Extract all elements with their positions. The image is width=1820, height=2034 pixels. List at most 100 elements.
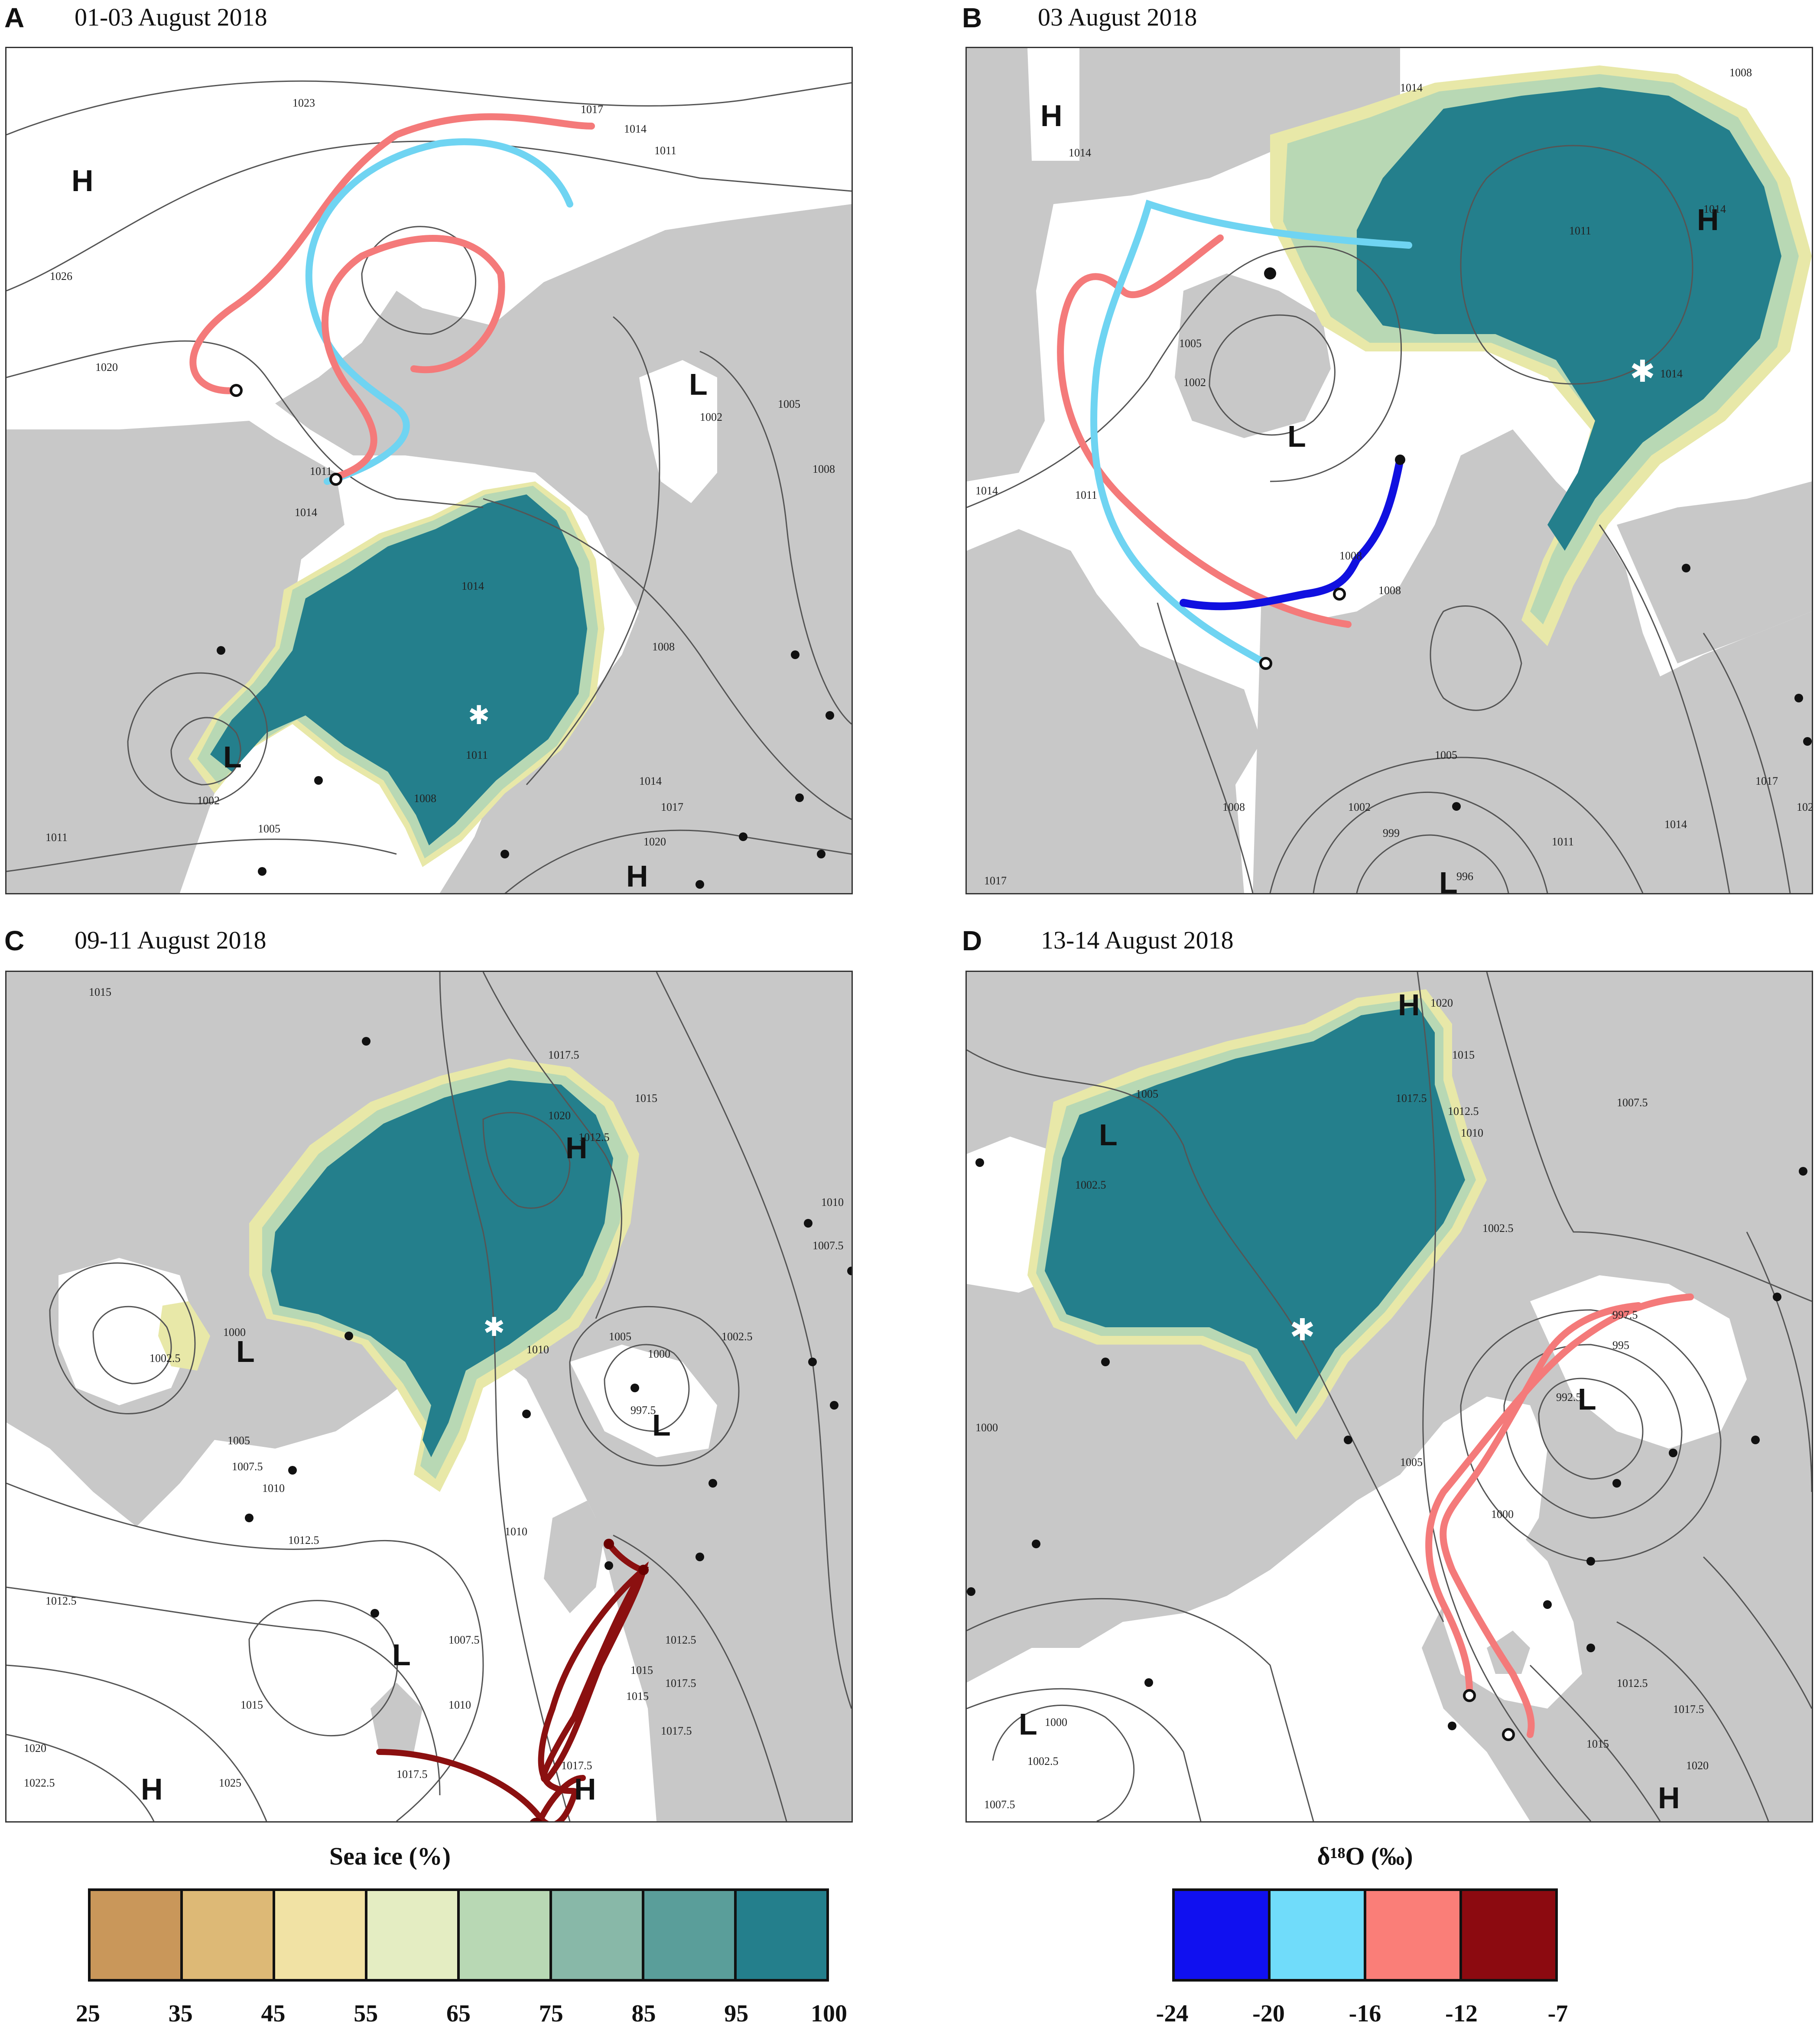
isobar-label: 995 — [1612, 1339, 1629, 1352]
pressure-center-low: L — [1019, 1707, 1037, 1741]
sea-ice-tick-label: 45 — [261, 2000, 286, 2027]
isobar-label: 1005 — [228, 1434, 250, 1447]
isobar-label: 1015 — [89, 986, 111, 998]
isobar-label: 1025 — [219, 1777, 241, 1789]
panel-a: A 01-03 August 2018 — [0, 0, 858, 906]
trajectory-line — [1440, 1302, 1642, 1738]
pressure-center-low: L — [1578, 1382, 1596, 1416]
sea-ice-color-cell — [460, 1891, 552, 1979]
sea-ice-tick-label: 85 — [631, 2000, 656, 2027]
isobar-label: 1012.5 — [1617, 1677, 1648, 1690]
sea-ice-color-cell — [644, 1891, 737, 1979]
isobar-label: 1007.5 — [448, 1634, 480, 1646]
isobar-label: 1002.5 — [150, 1352, 181, 1365]
d18o-tick-label: -20 — [1252, 2000, 1285, 2027]
isobar-label: 1012.5 — [1448, 1105, 1479, 1118]
pressure-center-low: L — [689, 367, 708, 401]
isobar-label: 1011 — [1569, 224, 1591, 237]
isobar-label: 1005 — [778, 398, 800, 410]
isobar-label: 1014 — [624, 123, 647, 135]
isobar-label: 992.5 — [1556, 1391, 1582, 1404]
pressure-center-high: H — [72, 164, 94, 198]
pressure-centers: H H L L — [1040, 99, 1719, 893]
d18o-tick-label: -12 — [1445, 2000, 1478, 2027]
panel-d: D 13-14 August 2018 — [953, 923, 1816, 1833]
trajectories — [376, 1539, 649, 1821]
panel-b: B 03 August 2018 — [953, 0, 1816, 906]
station-dots — [967, 1158, 1807, 1730]
pressure-center-high: H — [574, 1772, 596, 1806]
sea-ice-color-cell — [275, 1891, 367, 1979]
isobar-label: 999 — [1383, 827, 1400, 839]
pressure-center-low: L — [392, 1638, 411, 1672]
sea-ice-tick-label: 95 — [724, 2000, 749, 2027]
isobar-label: 1014 — [462, 580, 484, 592]
isobar-label: 1014 — [295, 506, 317, 519]
trajectory-endpoint — [1333, 588, 1346, 601]
map-canvas: H L L L H H 1015 1017.5 1020 1012.5 1015… — [6, 972, 852, 1821]
isobar-label: 1007.5 — [984, 1798, 1015, 1811]
isobar-label: 1008 — [1339, 549, 1362, 562]
isobar-label: 1010 — [821, 1196, 844, 1209]
d18o-tick-label: -24 — [1156, 2000, 1189, 2027]
trajectory-line — [1057, 234, 1352, 628]
isobar-label: 1011 — [1075, 489, 1097, 501]
isobar-labels: 1020 1015 1017.5 1012.5 1010 1007.5 1005… — [975, 997, 1709, 1811]
isobar-label: 1007.5 — [232, 1460, 263, 1473]
isobar-label: 1014 — [1400, 81, 1423, 94]
isobar-label: 1026 — [50, 270, 72, 283]
d18o-color-cell — [1366, 1891, 1462, 1979]
isobar-label: 1020 — [1686, 1759, 1709, 1772]
isobar-label: 1014 — [1660, 367, 1683, 380]
north-pole-marker: ✱ — [483, 1312, 505, 1342]
isobar-label: 1020 — [95, 361, 118, 374]
isobar-label: 1010 — [505, 1525, 527, 1538]
pressure-center-low: L — [652, 1408, 671, 1442]
isobar-label: 1014 — [1703, 203, 1726, 215]
panel-date: 03 August 2018 — [1038, 3, 1197, 31]
pressure-center-high: H — [141, 1772, 163, 1806]
isobar-label: 1007.5 — [812, 1239, 844, 1252]
map-canvas: H H L L 1014 1014 1008 1011 1014 1005 10… — [967, 48, 1812, 893]
trajectory-line — [189, 113, 595, 394]
isobar-label: 1011 — [1552, 835, 1574, 848]
panel-c: C 09-11 August 2018 — [0, 923, 858, 1833]
map-panel-b: H H L L 1014 1014 1008 1011 1014 1005 10… — [965, 47, 1813, 894]
isobar-label: 1023 — [292, 97, 315, 109]
d18o-color-cell — [1175, 1891, 1271, 1979]
isobar-label: 1002.5 — [722, 1330, 753, 1343]
trajectories — [1425, 1293, 1694, 1741]
panel-letter: D — [962, 925, 982, 956]
isobar-label: 1002 — [700, 411, 722, 423]
sea-ice — [188, 481, 604, 867]
panel-date: 13-14 August 2018 — [1041, 926, 1234, 954]
trajectory-line — [1090, 199, 1412, 667]
isobar-label: 1014 — [1069, 146, 1091, 159]
sea-ice-legend-title: Sea ice (%) — [329, 1842, 451, 1870]
isobar-label: 1020 — [644, 835, 666, 848]
trajectory-line — [322, 235, 505, 481]
sea-ice-color-cell — [552, 1891, 644, 1979]
pressure-center-high: H — [566, 1131, 588, 1165]
sea-ice-color-cell — [737, 1891, 826, 1979]
isobar-label: 1017.5 — [1673, 1703, 1704, 1716]
sea-ice-color-cell — [91, 1891, 183, 1979]
trajectory-endpoint — [1259, 657, 1272, 670]
station-dots — [1264, 267, 1812, 811]
pressure-center-high: H — [1697, 203, 1719, 237]
isobar-label: 1011 — [310, 465, 332, 478]
trajectories — [1057, 199, 1412, 670]
trajectory-endpoint — [1395, 455, 1405, 465]
isobars — [967, 145, 1791, 893]
pressure-centers: H L L H — [72, 164, 708, 893]
isobar-label: 1015 — [1452, 1049, 1475, 1061]
isobar-label: 1012.5 — [665, 1634, 696, 1646]
isobar-label: 1011 — [46, 831, 68, 844]
sea-ice — [1270, 65, 1812, 646]
land — [6, 972, 852, 1821]
trajectory-endpoint — [230, 384, 243, 397]
isobar-label: 1010 — [1461, 1127, 1483, 1139]
isobar-label: 1015 — [240, 1699, 263, 1711]
pressure-center-low: L — [223, 740, 242, 774]
sea-ice-tick-label: 55 — [354, 2000, 378, 2027]
